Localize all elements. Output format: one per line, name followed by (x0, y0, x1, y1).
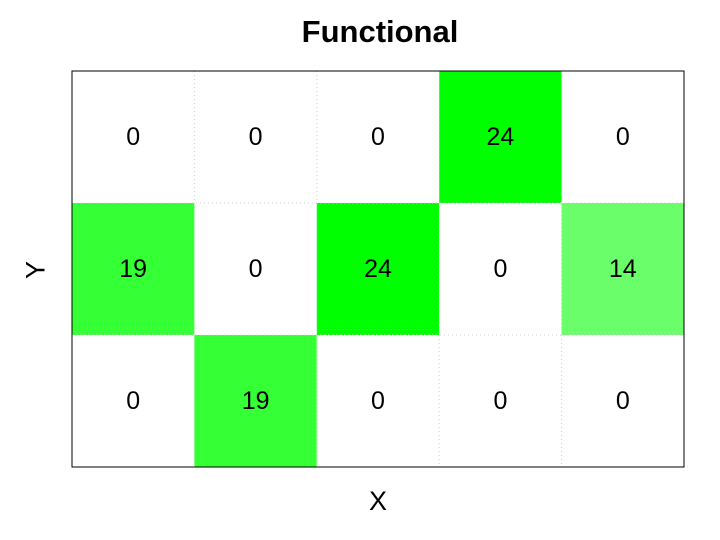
chart-title: Functional (301, 14, 459, 49)
heatmap-cell (561, 203, 684, 335)
plot-border (71, 70, 685, 468)
heatmap-cell (439, 71, 562, 203)
cell-value-label: 0 (493, 387, 507, 415)
heatmap-cell (316, 203, 440, 335)
y-axis-label: Y (20, 260, 51, 280)
cell-value-label: 0 (616, 123, 630, 151)
cell-value-label: 0 (249, 255, 263, 283)
cell-value-label: 24 (486, 123, 514, 151)
cell-value-label: 19 (242, 387, 270, 415)
cell-value-label: 0 (493, 255, 507, 283)
cell-labels: 0 0 0 24 0 19 0 24 0 14 0 19 0 0 0 (119, 123, 637, 415)
heatmap-cell (316, 71, 440, 203)
cell-value-label: 0 (249, 123, 263, 151)
cell-value-label: 0 (371, 123, 385, 151)
cell-value-label: 0 (126, 387, 140, 415)
heatmap-cell (72, 71, 195, 203)
cell-value-label: 0 (126, 123, 140, 151)
heatmap-cells (72, 71, 684, 467)
cell-value-label: 0 (371, 387, 385, 415)
heatmap-cell (72, 203, 195, 335)
heatmap-cell (194, 71, 317, 203)
heatmap-cell (194, 335, 317, 467)
cell-value-label: 0 (616, 387, 630, 415)
heatmap-cell (439, 203, 562, 335)
cell-value-label: 19 (119, 255, 147, 283)
heatmap-cell (194, 203, 317, 335)
heatmap-cell (561, 71, 684, 203)
heatmap-cell (561, 335, 684, 467)
heatmap-cell (316, 335, 440, 467)
heatmap-cell (439, 335, 562, 467)
cell-value-label: 14 (609, 255, 637, 283)
cell-value-label: 24 (364, 255, 392, 283)
x-axis-label: X (368, 486, 387, 516)
heatmap-cell (72, 335, 195, 467)
